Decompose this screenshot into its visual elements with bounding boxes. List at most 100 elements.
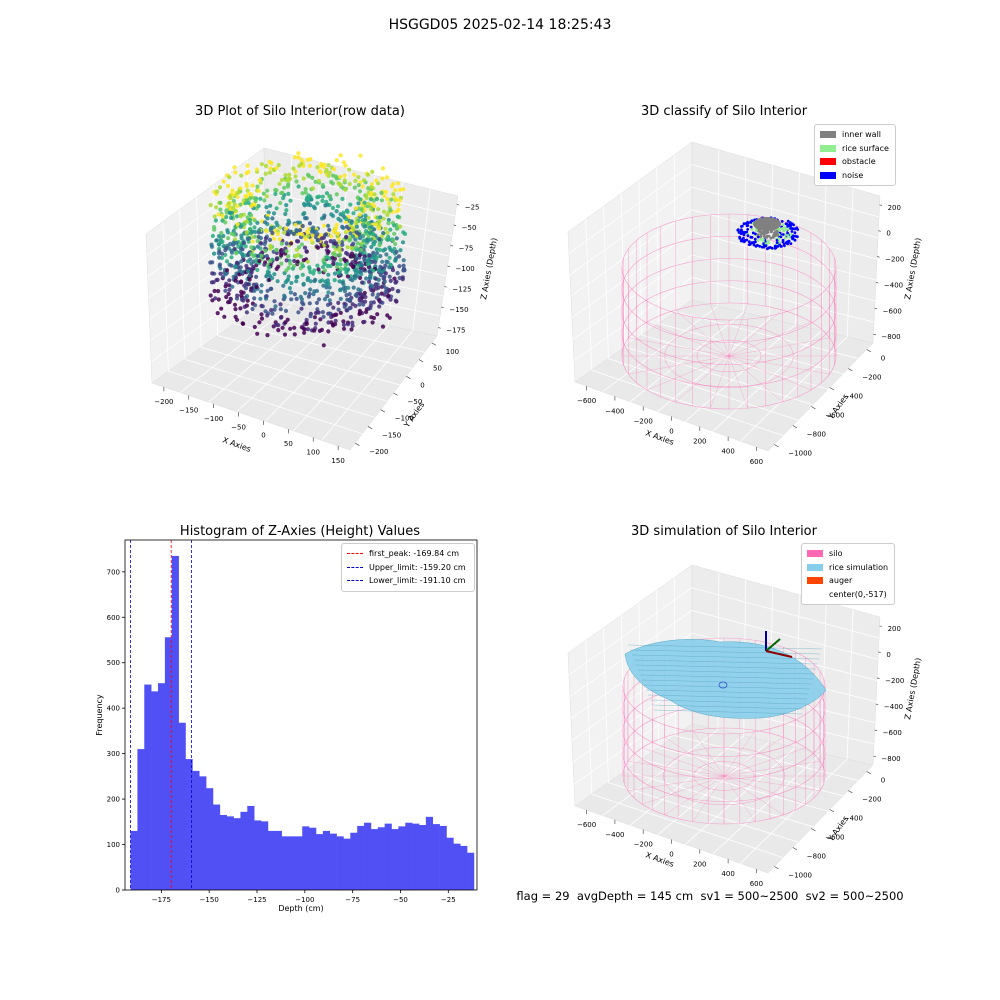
panel1-point	[352, 274, 357, 279]
panel4-gridline	[585, 640, 593, 795]
panel1-point	[227, 210, 232, 215]
panel1-point	[301, 264, 306, 269]
panel1-point	[362, 244, 367, 249]
panel2-point	[781, 238, 785, 242]
panel1-point	[261, 191, 266, 196]
panel1-point	[338, 252, 343, 257]
panel1-point	[292, 155, 298, 160]
panel1-point	[272, 307, 277, 312]
panel1-point	[345, 252, 350, 257]
panel3-title: Histogram of Z-Axies (Height) Values	[179, 524, 421, 539]
panel1-point	[294, 296, 299, 301]
panel1-point	[336, 307, 341, 312]
panel1-point	[394, 209, 399, 214]
panel2-silo-wireframe-ring	[621, 235, 837, 343]
histogram-y-tick-label: 400	[107, 705, 120, 713]
panel4-gridline	[712, 752, 822, 855]
panel1-point	[255, 238, 260, 244]
panel1-gridline	[149, 234, 266, 320]
panel4-z-label: Z Axies (Depth)	[903, 657, 923, 720]
panel1-point	[354, 270, 359, 276]
rice-center-marker	[718, 681, 728, 689]
legend-entry-upper-limit: Upper_limit: -159.20 cm	[347, 561, 469, 575]
panel1-point	[393, 188, 398, 193]
panel1-point	[341, 322, 347, 327]
panel1-point	[327, 311, 332, 316]
panel2-gridline	[691, 254, 876, 302]
panel1-point	[361, 238, 366, 243]
panel1-point	[293, 222, 298, 227]
panel2-gridline	[769, 165, 773, 319]
panel1-point	[345, 297, 350, 302]
panel2-point	[764, 242, 768, 246]
legend-swatch	[820, 158, 836, 166]
panel1-point	[279, 177, 285, 183]
panel1-point	[248, 288, 254, 293]
histogram-bar	[137, 749, 145, 890]
panel2-point	[777, 227, 781, 231]
panel4-silo-wireframe-spoke	[642, 747, 725, 777]
panel1-point	[218, 266, 223, 271]
panel1-point	[366, 306, 371, 311]
panel1-point	[357, 302, 362, 307]
panel2-point	[765, 236, 769, 239]
panel1-point	[401, 263, 406, 268]
panel1-point	[374, 196, 379, 201]
panel1-point	[234, 317, 240, 322]
panel1-point	[334, 209, 339, 214]
panel1-point	[284, 268, 289, 273]
panel1-point	[327, 227, 332, 232]
legend-line	[347, 566, 363, 568]
panel1-z-tick	[450, 245, 454, 247]
panel1-point	[282, 185, 287, 190]
panel1-point	[371, 242, 376, 247]
panel2-point	[789, 242, 793, 246]
panel1-point	[299, 306, 304, 311]
panel1-point	[296, 151, 301, 156]
panel1-point	[315, 263, 320, 268]
panel1-point	[305, 327, 311, 332]
panel1-point	[217, 185, 223, 190]
panel1-point	[286, 191, 291, 196]
panel1-point	[357, 232, 362, 237]
panel1-point	[218, 271, 223, 276]
panel1-point	[310, 186, 315, 191]
panel1-point	[278, 307, 283, 312]
panel1-point	[231, 205, 236, 210]
panel2-y-tick-label: −200	[862, 373, 881, 381]
panel1-point	[226, 291, 231, 297]
panel1-point	[344, 234, 349, 239]
legend-entry-noise: noise	[820, 169, 890, 183]
panel2-point	[745, 224, 749, 228]
panel1-point	[267, 170, 272, 175]
panel1-point	[342, 301, 347, 306]
histogram-bar	[144, 684, 152, 890]
panel1-point	[383, 263, 388, 268]
panel4-silo-wireframe-spoke	[723, 730, 756, 777]
panel1-point	[384, 252, 389, 257]
panel1-point	[393, 258, 398, 263]
panel1-point	[378, 272, 383, 278]
panel1-point	[375, 251, 380, 256]
panel2-silo-wireframe-spoke	[728, 355, 748, 409]
status-footer: flag = 29 avgDepth = 145 cm sv1 = 500~25…	[516, 889, 904, 903]
panel1-x-tick-label: 50	[284, 440, 293, 448]
panel1-point	[316, 178, 322, 183]
panel1-point	[307, 174, 312, 179]
panel1-x-tick-label: −100	[204, 415, 223, 423]
panel1-point	[396, 289, 401, 294]
histogram-bar	[446, 837, 454, 890]
panel1-point	[308, 269, 313, 275]
panel1-point	[229, 263, 234, 268]
panel1-point	[224, 215, 229, 220]
panel1-point	[342, 267, 347, 272]
panel1-point	[370, 292, 375, 297]
panel4-z-tick	[875, 703, 879, 705]
panel1-point	[263, 239, 268, 244]
panel1-point	[385, 260, 390, 265]
panel1-point	[293, 169, 298, 174]
panel1-point	[387, 265, 392, 270]
panel1-point	[230, 284, 235, 289]
panel1-point	[212, 214, 217, 219]
panel1-point	[383, 226, 388, 231]
